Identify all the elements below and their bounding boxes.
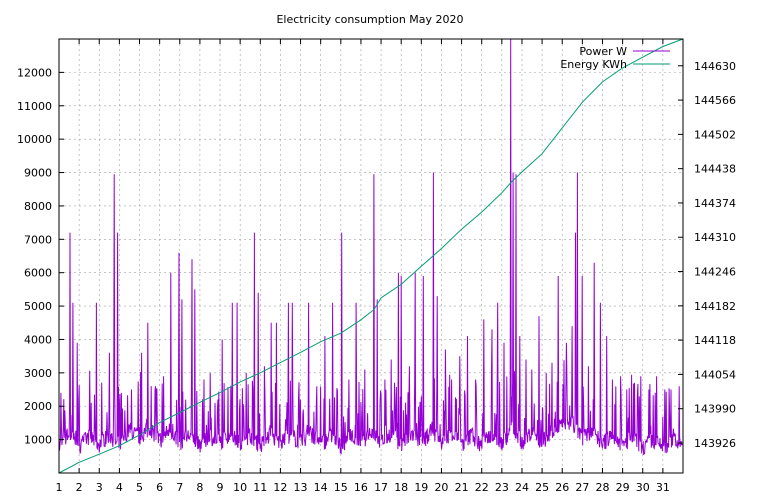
x-tick-label: 7 — [176, 481, 183, 494]
x-tick-label: 11 — [253, 481, 267, 494]
legend-label-power: Power W — [579, 45, 627, 58]
x-tick-label: 27 — [575, 481, 589, 494]
x-tick-label: 16 — [354, 481, 368, 494]
x-tick-label: 5 — [136, 481, 143, 494]
x-tick-label: 12 — [273, 481, 287, 494]
x-tick-label: 26 — [555, 481, 569, 494]
x-tick-label: 9 — [217, 481, 224, 494]
x-tick-label: 15 — [334, 481, 348, 494]
y2-tick-label: 144246 — [694, 266, 736, 279]
x-tick-label: 28 — [595, 481, 609, 494]
x-tick-label: 19 — [414, 481, 428, 494]
y-tick-label: 6000 — [24, 267, 52, 280]
y-tick-label: 5000 — [24, 300, 52, 313]
y-tick-label: 10000 — [17, 133, 52, 146]
y-tick-label: 12000 — [17, 66, 52, 79]
y2-tick-label: 144054 — [694, 368, 736, 381]
y-tick-label: 4000 — [24, 333, 52, 346]
y2-tick-label: 143926 — [694, 437, 736, 450]
y2-tick-label: 144566 — [694, 94, 736, 107]
y2-tick-label: 144374 — [694, 197, 736, 210]
legend-label-energy: Energy KWh — [560, 58, 627, 71]
x-tick-label: 22 — [475, 481, 489, 494]
x-tick-label: 21 — [455, 481, 469, 494]
energy-series-line — [58, 38, 684, 474]
x-tick-label: 25 — [535, 481, 549, 494]
y2-tick-label: 144630 — [694, 60, 736, 73]
y-tick-label: 9000 — [24, 167, 52, 180]
x-tick-label: 20 — [434, 481, 448, 494]
power-series-line — [58, 38, 684, 455]
x-tick-label: 1 — [56, 481, 63, 494]
y2-tick-label: 144502 — [694, 128, 736, 141]
chart-title: Electricity consumption May 2020 — [276, 13, 463, 26]
x-axis-ticks: 1 2 3 4 5 6 7 8 9 10 11 12 13 14 15 16 17 18 19 20 21 22 23 24 2… — [56, 39, 670, 494]
x-tick-label: 18 — [394, 481, 408, 494]
y-axis-ticks: 1000 2000 3000 4000 5000 6000 7000 8000 9000 1000… — [17, 66, 64, 447]
y-tick-label: 2000 — [24, 400, 52, 413]
x-tick-label: 23 — [495, 481, 509, 494]
x-tick-label: 10 — [233, 481, 247, 494]
x-tick-label: 30 — [636, 481, 650, 494]
x-tick-label: 8 — [196, 481, 203, 494]
x-tick-label: 6 — [156, 481, 163, 494]
y2-axis-ticks: 143926 143990 144054 144118 144182 144246 1443… — [678, 60, 736, 450]
y2-tick-label: 144438 — [694, 163, 736, 176]
plot-frame — [58, 38, 684, 474]
x-tick-label: 4 — [116, 481, 123, 494]
y2-tick-label: 144118 — [694, 334, 736, 347]
y-tick-label: 3000 — [24, 367, 52, 380]
x-tick-label: 31 — [656, 481, 670, 494]
y-tick-label: 1000 — [24, 434, 52, 447]
x-tick-label: 17 — [374, 481, 388, 494]
y2-tick-label: 143990 — [694, 403, 736, 416]
y-tick-label: 7000 — [24, 233, 52, 246]
y2-tick-label: 144310 — [694, 231, 736, 244]
x-tick-label: 29 — [616, 481, 630, 494]
legend: Power W Energy KWh — [560, 45, 670, 71]
y2-tick-label: 144182 — [694, 300, 736, 313]
x-tick-label: 3 — [96, 481, 103, 494]
y-tick-label: 11000 — [17, 100, 52, 113]
x-tick-label: 24 — [515, 481, 529, 494]
x-tick-label: 2 — [76, 481, 83, 494]
y-tick-label: 8000 — [24, 200, 52, 213]
x-tick-label: 13 — [294, 481, 308, 494]
x-tick-label: 14 — [314, 481, 328, 494]
